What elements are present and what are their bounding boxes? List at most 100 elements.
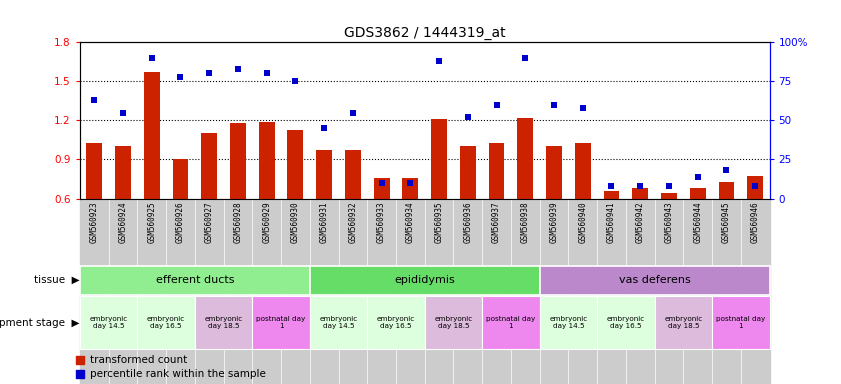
Bar: [489, 142, 505, 199]
Point: [346, 109, 360, 116]
Bar: [569, 199, 597, 384]
Bar: [712, 199, 741, 384]
Bar: [510, 199, 540, 384]
Bar: [425, 296, 482, 349]
Point: [87, 97, 101, 103]
Text: embryonic
day 14.5: embryonic day 14.5: [320, 316, 357, 329]
Bar: [144, 72, 160, 199]
Text: tissue  ▶: tissue ▶: [34, 275, 80, 285]
Text: embryonic
day 18.5: embryonic day 18.5: [434, 316, 473, 329]
Text: vas deferens: vas deferens: [619, 275, 690, 285]
Point: [605, 183, 618, 189]
Bar: [741, 199, 770, 384]
Point: [375, 180, 389, 186]
Bar: [224, 199, 252, 384]
Text: embryonic
day 16.5: embryonic day 16.5: [377, 316, 415, 329]
Text: embryonic
day 14.5: embryonic day 14.5: [549, 316, 588, 329]
Point: [203, 70, 216, 76]
Point: [288, 78, 302, 84]
Text: postnatal day
1: postnatal day 1: [257, 316, 305, 329]
Bar: [403, 178, 418, 199]
Bar: [345, 151, 361, 199]
Point: [174, 74, 188, 80]
Point: [633, 183, 647, 189]
Bar: [654, 296, 712, 349]
Point: [547, 102, 561, 108]
Bar: [316, 151, 332, 199]
Bar: [281, 199, 309, 384]
Bar: [137, 296, 195, 349]
Point: [116, 109, 130, 116]
Text: percentile rank within the sample: percentile rank within the sample: [90, 369, 267, 379]
Point: [691, 174, 705, 180]
Bar: [604, 191, 619, 199]
Bar: [259, 122, 274, 199]
Bar: [108, 199, 137, 384]
Bar: [626, 199, 654, 384]
Point: [283, 179, 297, 185]
Bar: [252, 296, 309, 349]
Bar: [540, 296, 597, 349]
Bar: [540, 266, 770, 295]
Point: [260, 70, 273, 76]
Point: [432, 58, 446, 64]
Bar: [195, 199, 224, 384]
Point: [317, 125, 331, 131]
Text: embryonic
day 14.5: embryonic day 14.5: [89, 316, 128, 329]
Text: embryonic
day 16.5: embryonic day 16.5: [147, 316, 185, 329]
Text: postnatal day
1: postnatal day 1: [486, 316, 536, 329]
Text: efferent ducts: efferent ducts: [156, 275, 234, 285]
Bar: [373, 178, 389, 199]
Text: embryonic
day 18.5: embryonic day 18.5: [664, 316, 702, 329]
Bar: [80, 199, 108, 384]
Text: transformed count: transformed count: [90, 355, 188, 365]
Bar: [597, 199, 626, 384]
Bar: [252, 199, 281, 384]
Point: [489, 102, 503, 108]
Bar: [80, 266, 309, 295]
Text: postnatal day
1: postnatal day 1: [717, 316, 765, 329]
Bar: [540, 199, 569, 384]
Bar: [396, 199, 425, 384]
Title: GDS3862 / 1444319_at: GDS3862 / 1444319_at: [344, 26, 505, 40]
Bar: [690, 188, 706, 199]
Point: [231, 66, 245, 72]
Point: [283, 310, 297, 316]
Bar: [460, 146, 476, 199]
Text: development stage  ▶: development stage ▶: [0, 318, 80, 328]
Bar: [683, 199, 712, 384]
Point: [519, 55, 532, 61]
Bar: [517, 118, 533, 199]
Bar: [368, 296, 425, 349]
Point: [145, 55, 158, 61]
Bar: [654, 199, 683, 384]
Point: [404, 180, 417, 186]
Bar: [230, 123, 246, 199]
Point: [461, 114, 474, 120]
Bar: [80, 296, 137, 349]
Bar: [546, 146, 562, 199]
Bar: [453, 199, 482, 384]
Text: embryonic
day 18.5: embryonic day 18.5: [204, 316, 243, 329]
Point: [720, 167, 733, 174]
Bar: [309, 266, 540, 295]
Bar: [87, 142, 102, 199]
Bar: [482, 296, 540, 349]
Point: [662, 183, 675, 189]
Bar: [368, 199, 396, 384]
Bar: [338, 199, 368, 384]
Bar: [661, 193, 677, 199]
Bar: [712, 296, 770, 349]
Bar: [575, 142, 590, 199]
Bar: [115, 146, 131, 199]
Bar: [137, 199, 166, 384]
Bar: [309, 199, 338, 384]
Bar: [718, 182, 734, 199]
Bar: [309, 296, 368, 349]
Bar: [166, 199, 195, 384]
Bar: [195, 296, 252, 349]
Point: [748, 183, 762, 189]
Text: embryonic
day 16.5: embryonic day 16.5: [606, 316, 645, 329]
Bar: [632, 188, 648, 199]
Bar: [425, 199, 453, 384]
